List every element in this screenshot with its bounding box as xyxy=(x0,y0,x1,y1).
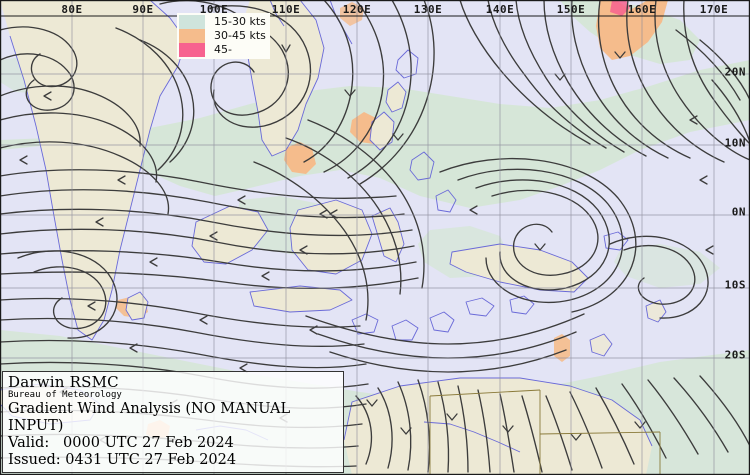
lat-label-20s: 20S xyxy=(724,348,746,362)
product-title: Gradient Wind Analysis (NO MANUAL INPUT) xyxy=(8,401,291,434)
lon-label-140e: 140E xyxy=(485,3,515,16)
product-info-panel: Darwin RSMC Bureau of Meteorology Gradie… xyxy=(2,371,344,473)
lat-label-0n: 0N xyxy=(731,205,746,219)
lon-label-170e: 170E xyxy=(699,3,729,16)
lat-label-10s: 10S xyxy=(724,278,746,292)
agency-name: Darwin RSMC xyxy=(8,373,119,391)
agency-subtitle: Bureau of Meteorology xyxy=(8,390,122,400)
lon-label-150e: 150E xyxy=(556,3,586,16)
lat-label-10n: 10N xyxy=(724,136,746,150)
lon-label-110e: 110E xyxy=(271,3,301,16)
lon-label-160e: 160E xyxy=(627,3,657,16)
lon-label-120e: 120E xyxy=(342,3,372,16)
lon-label-80e: 80E xyxy=(61,3,83,16)
valid-time: Valid: 0000 UTC 27 Feb 2024 xyxy=(8,435,234,451)
legend-row-45-plus: 45- xyxy=(179,43,266,57)
legend-swatch-15-30 xyxy=(179,15,205,29)
lon-label-130e: 130E xyxy=(413,3,443,16)
state-borders xyxy=(429,389,661,475)
wind-speed-legend: 15-30 kts 30-45 kts 45- xyxy=(177,13,270,59)
legend-label-15-30: 15-30 kts xyxy=(214,15,266,28)
lat-label-20n: 20N xyxy=(724,65,746,79)
lon-label-100e: 100E xyxy=(199,3,229,16)
coastlines xyxy=(0,0,667,453)
issued-time: Issued: 0431 UTC 27 Feb 2024 xyxy=(8,452,237,468)
legend-swatch-30-45 xyxy=(179,29,205,43)
legend-swatch-45-plus xyxy=(179,43,205,57)
legend-row-15-30: 15-30 kts xyxy=(179,15,266,29)
legend-label-30-45: 30-45 kts xyxy=(214,29,266,42)
legend-row-30-45: 30-45 kts xyxy=(179,29,266,43)
legend-label-45-plus: 45- xyxy=(214,43,232,56)
lon-label-90e: 90E xyxy=(132,3,154,16)
